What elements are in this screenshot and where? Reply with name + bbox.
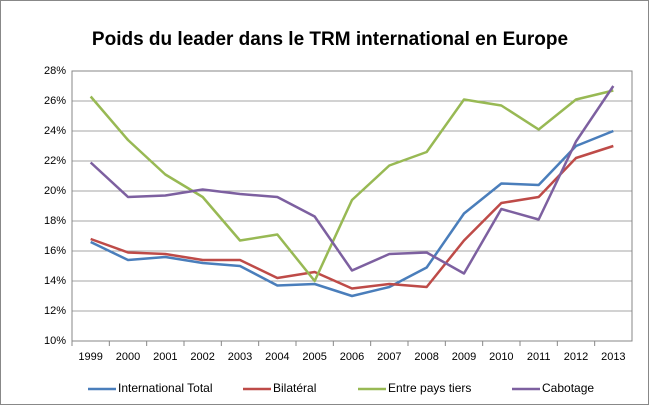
series-line — [90, 144, 614, 290]
y-tick-label: 16% — [44, 245, 66, 257]
x-tick-label: 2003 — [228, 351, 252, 363]
x-tick-label: 2001 — [153, 351, 177, 363]
legend-label: Bilatéral — [273, 381, 316, 395]
y-tick-label: 14% — [44, 275, 66, 287]
x-tick-label: 1999 — [78, 351, 102, 363]
x-tick-label: 2005 — [302, 351, 326, 363]
y-tick-label: 12% — [44, 305, 66, 317]
plot-border — [71, 70, 633, 342]
y-tick-label: 28% — [44, 65, 66, 77]
y-tick-label: 18% — [44, 215, 66, 227]
x-tick-label: 2011 — [527, 351, 551, 363]
series-line — [89, 85, 615, 275]
x-tick-label: 2013 — [601, 351, 625, 363]
x-tick-label: 2000 — [116, 351, 140, 363]
y-tick-label: 22% — [44, 155, 66, 167]
x-tick-label: 2004 — [265, 351, 289, 363]
x-tick-label: 2008 — [414, 351, 438, 363]
y-tick-label: 24% — [44, 125, 66, 137]
series-line — [90, 129, 614, 298]
x-tick-label: 2002 — [190, 351, 214, 363]
y-tick-label: 20% — [44, 185, 66, 197]
x-tick-label: 2006 — [340, 351, 364, 363]
x-tick-label: 2009 — [452, 351, 476, 363]
y-tick-label: 10% — [44, 335, 66, 347]
y-tick-label: 26% — [44, 95, 66, 107]
legend-label: Cabotage — [542, 381, 594, 395]
series-line — [89, 89, 614, 283]
x-tick-label: 2007 — [377, 351, 401, 363]
legend-label: Entre pays tiers — [388, 381, 471, 395]
legend-label: International Total — [118, 381, 213, 395]
x-tick-label: 2010 — [489, 351, 513, 363]
x-tick-label: 2012 — [564, 351, 588, 363]
chart-title: Poids du leader dans le TRM internationa… — [92, 29, 568, 50]
